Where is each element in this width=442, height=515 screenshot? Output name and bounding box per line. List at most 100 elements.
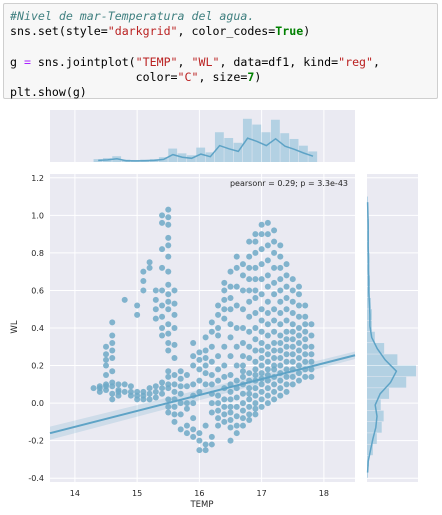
- scatter-point: [134, 388, 141, 395]
- scatter-point: [221, 411, 228, 418]
- scatter-point: [252, 287, 259, 294]
- scatter-point: [289, 328, 296, 335]
- scatter-point: [264, 321, 271, 328]
- scatter-point: [196, 366, 203, 373]
- scatter-point: [271, 291, 278, 298]
- scatter-point: [109, 368, 116, 375]
- scatter-point: [264, 343, 271, 350]
- code-cell[interactable]: #Nivel de mar-Temperatura del agua. sns.s…: [3, 3, 438, 99]
- scatter-point: [109, 332, 116, 339]
- scatter-point: [227, 424, 234, 431]
- scatter-point: [227, 388, 234, 395]
- scatter-point: [190, 415, 197, 422]
- scatter-point: [277, 385, 284, 392]
- y-tick-label: 0.0: [31, 399, 44, 408]
- scatter-point: [208, 358, 215, 365]
- scatter-point: [109, 355, 116, 362]
- scatter-point: [103, 362, 110, 369]
- scatter-point: [277, 276, 284, 283]
- scatter-point: [227, 294, 234, 301]
- scatter-point: [221, 418, 228, 425]
- scatter-point: [159, 325, 166, 331]
- y-tick-label: -0.4: [28, 474, 44, 483]
- scatter-point: [115, 381, 122, 388]
- scatter-point: [109, 390, 116, 397]
- scatter-point: [159, 287, 166, 294]
- scatter-point: [127, 388, 134, 395]
- scatter-point: [252, 347, 259, 354]
- scatter-point: [140, 278, 147, 285]
- scatter-point: [271, 306, 278, 313]
- scatter-point: [140, 388, 147, 395]
- scatter-point: [152, 315, 159, 322]
- scatter-point: [227, 353, 234, 360]
- code-line: [10, 40, 437, 55]
- scatter-point: [283, 351, 290, 358]
- scatter-point: [246, 328, 253, 335]
- scatter-point: [221, 306, 228, 313]
- scatter-point: [308, 321, 315, 328]
- scatter-point: [295, 313, 302, 320]
- scatter-point: [171, 388, 178, 395]
- scatter-point: [227, 283, 234, 290]
- code-line: color="C", size=7): [10, 70, 437, 85]
- scatter-point: [159, 390, 166, 397]
- scatter-point: [177, 383, 184, 390]
- scatter-point: [233, 325, 240, 331]
- code-token: "reg": [338, 54, 374, 69]
- scatter-point: [221, 287, 228, 294]
- scatter-point: [208, 371, 215, 378]
- scatter-point: [202, 370, 209, 377]
- scatter-point: [165, 268, 172, 275]
- code-token: "WL": [191, 54, 220, 69]
- scatter-point: [121, 381, 128, 388]
- scatter-point: [140, 268, 147, 275]
- scatter-point: [165, 403, 172, 410]
- scatter-point: [227, 396, 234, 403]
- jointplot: 14 15 16 17 18-0.4-0.20.00.20.40.60.81.01.2 …: [10, 110, 418, 510]
- code-token: , data=df1, kind=: [219, 54, 339, 69]
- marginal-y-bar: [367, 410, 384, 422]
- scatter-point: [246, 396, 253, 403]
- scatter-point: [190, 426, 197, 433]
- scatter-point: [152, 383, 159, 390]
- scatter-point: [165, 330, 172, 337]
- scatter-point: [258, 396, 265, 403]
- code-token: =: [23, 54, 31, 69]
- scatter-point: [277, 253, 284, 260]
- scatter-point: [227, 306, 234, 313]
- x-tick-label: 18: [319, 489, 329, 498]
- scatter-point: [227, 321, 234, 328]
- scatter-point: [277, 287, 284, 294]
- scatter-point: [283, 328, 290, 335]
- scatter-point: [233, 430, 240, 437]
- scatter-point: [252, 238, 259, 245]
- scatter-point: [277, 264, 284, 271]
- y-tick-label: 1.2: [31, 174, 44, 183]
- scatter-point: [221, 403, 228, 410]
- y-tick-label: 0.2: [31, 362, 44, 371]
- scatter-point: [103, 381, 110, 388]
- scatter-point: [177, 375, 184, 382]
- scatter-point: [227, 409, 234, 416]
- scatter-point: [233, 422, 240, 429]
- scatter-point: [258, 355, 265, 362]
- scatter-point: [246, 287, 253, 294]
- scatter-point: [227, 403, 234, 410]
- scatter-point: [258, 362, 265, 369]
- scatter-point: [165, 221, 172, 228]
- scatter-point: [233, 403, 240, 410]
- scatter-point: [103, 356, 110, 363]
- scatter-point: [159, 332, 166, 339]
- scatter-point: [233, 413, 240, 420]
- scatter-point: [289, 309, 296, 316]
- scatter-point: [277, 340, 284, 347]
- scatter-point: [208, 441, 215, 448]
- marginal-y-kde: [366, 202, 398, 473]
- scatter-point: [196, 388, 203, 395]
- scatter-point: [146, 385, 153, 392]
- scatter-point: [277, 242, 284, 249]
- scatter-point: [196, 377, 203, 384]
- y-axis-label: WL: [10, 320, 20, 333]
- scatter-point: [165, 242, 172, 249]
